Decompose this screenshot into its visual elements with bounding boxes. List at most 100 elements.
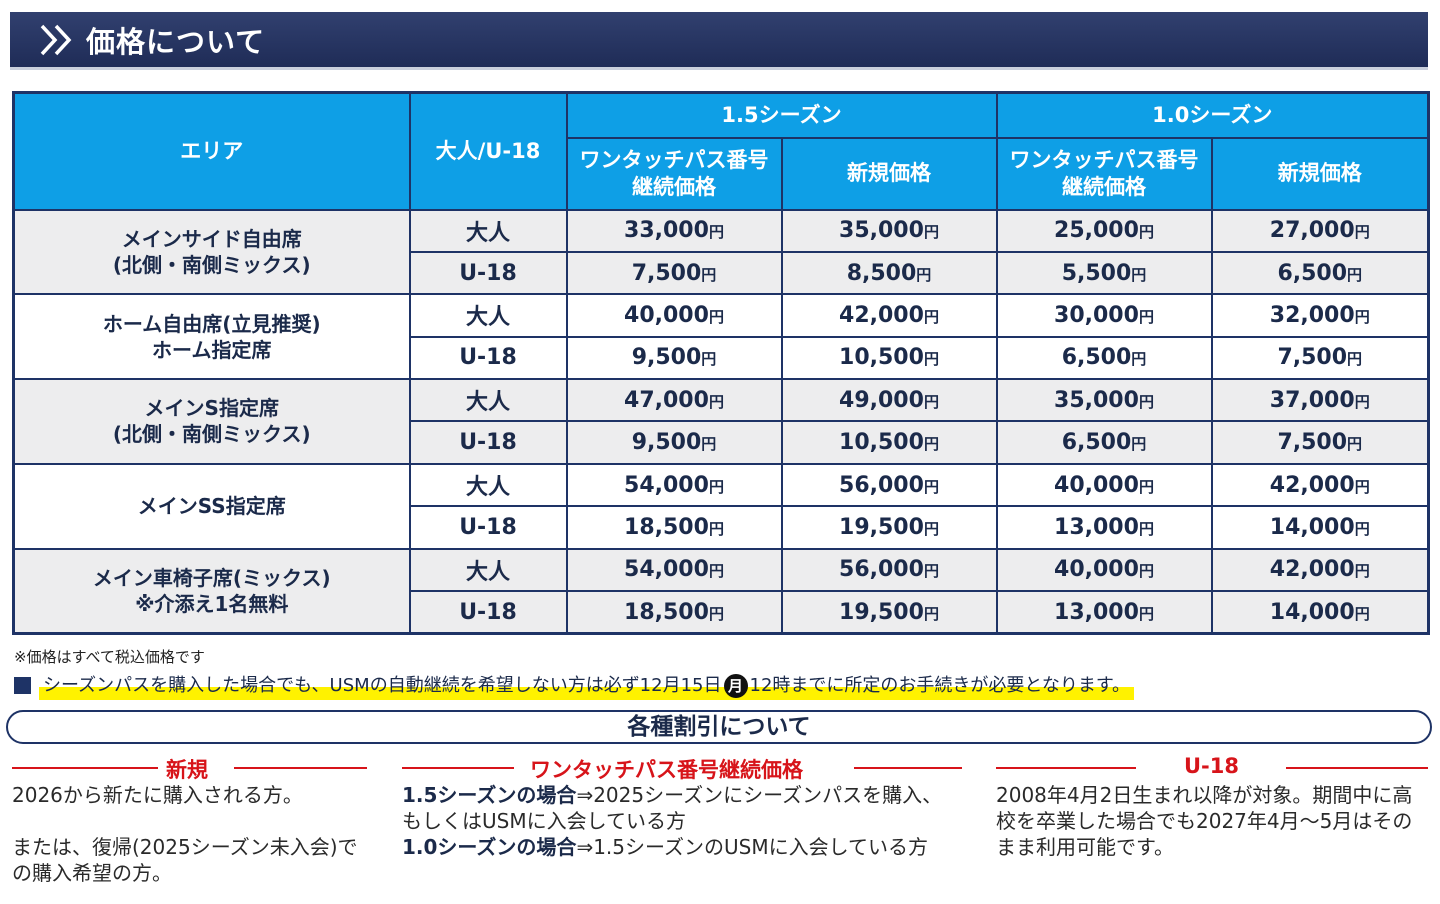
yen-unit: 円 — [923, 307, 939, 326]
header-continue-10: ワンタッチパス番号 継続価格 — [995, 136, 1213, 211]
yen-unit: 円 — [1131, 435, 1147, 454]
price-cell: 27,000円 — [1210, 208, 1430, 253]
age-cell: 大人 — [408, 462, 568, 508]
price-cell: 56,000円 — [780, 547, 998, 593]
price-cell: 35,000円 — [995, 378, 1213, 423]
header-new-10: 新規価格 — [1210, 136, 1430, 211]
table-row: U-18 7,500円 8,500円 5,500円 6,500円 — [14, 250, 1430, 296]
price-cell: 6,500円 — [995, 420, 1213, 465]
table-row: U-18 18,500円 19,500円 13,000円 14,000円 — [14, 505, 1430, 550]
table-row: ホーム自由席(立見推奨) ホーム指定席 大人 40,000円 42,000円 30,000… — [12, 293, 1430, 381]
price-cell: 40,000円 — [995, 462, 1213, 508]
age-cell: 大人 — [408, 293, 568, 338]
area-cell: メインサイド自由席 (北側・南側ミックス) — [12, 208, 411, 296]
price-cell: 25,000円 — [995, 208, 1213, 253]
age-cell: U-18 — [408, 505, 568, 550]
yen-unit: 円 — [708, 307, 724, 326]
yen-unit: 円 — [923, 223, 939, 242]
tax-note: ※価格はすべて税込価格です — [14, 648, 205, 666]
price-cell: 37,000円 — [1210, 378, 1430, 423]
table-row: メインSS指定席 大人 54,000円 56,000円 40,000円 42,000円 — [12, 462, 1430, 550]
price-cell: 47,000円 — [565, 378, 783, 423]
yen-unit: 円 — [1354, 223, 1370, 242]
price-cell: 40,000円 — [565, 293, 783, 338]
age-cell: 大人 — [408, 208, 568, 253]
column-new-line2: または、復帰(2025シーズン未入会)での購入希望の方。 — [12, 835, 358, 885]
yen-unit: 円 — [1138, 307, 1154, 326]
price-cell: 7,500円 — [1210, 335, 1430, 381]
header-area: エリア — [12, 91, 411, 211]
yen-unit: 円 — [1347, 265, 1363, 284]
yen-unit: 円 — [1131, 350, 1147, 369]
price-cell: 18,500円 — [565, 505, 783, 550]
price-cell: 14,000円 — [1210, 590, 1430, 635]
yen-unit: 円 — [701, 350, 717, 369]
column-new-title: 新規 — [166, 758, 208, 782]
area-cell: メインSS指定席 — [12, 462, 411, 550]
price-cell: 5,500円 — [995, 250, 1213, 296]
age-cell: U-18 — [408, 335, 568, 381]
header-new-15: 新規価格 — [780, 136, 998, 211]
price-cell: 33,000円 — [565, 208, 783, 253]
price-cell: 30,000円 — [995, 293, 1213, 338]
price-cell: 42,000円 — [1210, 547, 1430, 593]
price-cell: 7,500円 — [565, 250, 783, 296]
yen-unit: 円 — [923, 435, 939, 454]
table-row: U-18 9,500円 10,500円 6,500円 7,500円 — [14, 335, 1430, 381]
yen-unit: 円 — [1138, 604, 1154, 623]
table-row: メイン車椅子席(ミックス) ※介添え1名無料 大人 54,000円 56,000円 40,… — [12, 547, 1430, 635]
yen-unit: 円 — [701, 265, 717, 284]
table-row: メインサイド自由席 (北側・南側ミックス) 大人 33,000円 35,000円 25,0… — [12, 208, 1430, 296]
price-cell: 8,500円 — [780, 250, 998, 296]
yen-unit: 円 — [1354, 519, 1370, 538]
yen-unit: 円 — [708, 604, 724, 623]
yen-unit: 円 — [923, 350, 939, 369]
discount-title: 各種割引について — [6, 710, 1432, 744]
header-season-10: 1.0シーズン — [995, 91, 1430, 139]
price-cell: 49,000円 — [780, 378, 998, 423]
age-cell: 大人 — [408, 378, 568, 423]
yen-unit: 円 — [916, 265, 932, 284]
yen-unit: 円 — [1131, 265, 1147, 284]
yen-unit: 円 — [708, 392, 724, 411]
column-new-line1: 2026から新たに購入される方。 — [12, 783, 303, 807]
price-cell: 9,500円 — [565, 420, 783, 465]
auto-renew-notice: シーズンパスを購入した場合でも、USMの自動継続を希望しない方は必ず12月15日… — [14, 670, 1135, 700]
yen-unit: 円 — [1138, 392, 1154, 411]
price-cell: 6,500円 — [1210, 250, 1430, 296]
price-table-body: メインサイド自由席 (北側・南側ミックス) 大人 33,000円 35,000円 25,0… — [12, 208, 1430, 635]
weekday-badge: 月 — [723, 673, 748, 698]
price-cell: 13,000円 — [995, 590, 1213, 635]
price-cell: 9,500円 — [565, 335, 783, 381]
header-age: 大人/U-18 — [408, 91, 568, 211]
column-continue-p1: 1.5シーズンの場合⇒2025シーズンにシーズンパスを購入、もしくはUSMに入会… — [402, 783, 943, 833]
yen-unit: 円 — [1138, 477, 1154, 496]
area-cell: ホーム自由席(立見推奨) ホーム指定席 — [12, 293, 411, 381]
yen-unit: 円 — [1354, 307, 1370, 326]
yen-unit: 円 — [923, 562, 939, 581]
price-table: エリア 大人/U-18 1.5シーズン 1.0シーズン ワンタッチパス番号 継続価… — [12, 91, 1430, 635]
price-cell: 54,000円 — [565, 547, 783, 593]
square-bullet-icon — [14, 676, 31, 694]
age-cell: U-18 — [408, 420, 568, 465]
yen-unit: 円 — [708, 477, 724, 496]
yen-unit: 円 — [1354, 392, 1370, 411]
price-cell: 32,000円 — [1210, 293, 1430, 338]
header-continue-15: ワンタッチパス番号 継続価格 — [565, 136, 783, 211]
price-cell: 6,500円 — [995, 335, 1213, 381]
column-continue-title: ワンタッチパス番号継続価格 — [530, 758, 803, 782]
column-u18: U-18 2008年4月2日生まれ以降が対象。期間中に高校を卒業した場合でも20… — [996, 754, 1428, 860]
price-cell: 42,000円 — [780, 293, 998, 338]
age-cell: U-18 — [408, 590, 568, 635]
column-continue-p2: 1.0シーズンの場合⇒1.5シーズンのUSMに入会している方 — [402, 835, 928, 859]
column-u18-text: 2008年4月2日生まれ以降が対象。期間中に高校を卒業した場合でも2027年4月… — [996, 783, 1413, 859]
yen-unit: 円 — [1347, 350, 1363, 369]
price-cell: 42,000円 — [1210, 462, 1430, 508]
table-row: メインS指定席 (北側・南側ミックス) 大人 47,000円 49,000円 35,000… — [12, 378, 1430, 465]
price-cell: 10,500円 — [780, 420, 998, 465]
column-continue: ワンタッチパス番号継続価格 1.5シーズンの場合⇒2025シーズンにシーズンパス… — [402, 754, 962, 860]
price-cell: 19,500円 — [780, 505, 998, 550]
price-cell: 35,000円 — [780, 208, 998, 253]
page-title: 価格について — [86, 24, 266, 59]
price-cell: 13,000円 — [995, 505, 1213, 550]
